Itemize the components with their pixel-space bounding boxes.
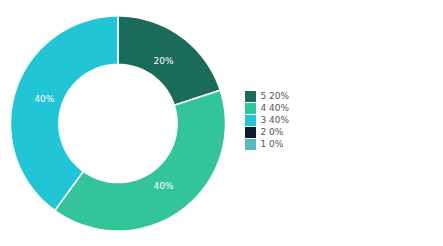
- html-text:5 20%: 5 20%: [260, 91, 290, 102]
- svg-text:40%: 40%: [34, 94, 54, 104]
- svg-text:40%: 40%: [153, 181, 173, 191]
- svg-text:20%: 20%: [153, 56, 173, 66]
- html-text:2 0%: 2 0%: [260, 127, 284, 138]
- html-text:4 40%: 4 40%: [260, 103, 290, 114]
- html-text:1 0%: 1 0%: [260, 139, 284, 150]
- html-text:3 40%: 3 40%: [260, 115, 290, 126]
